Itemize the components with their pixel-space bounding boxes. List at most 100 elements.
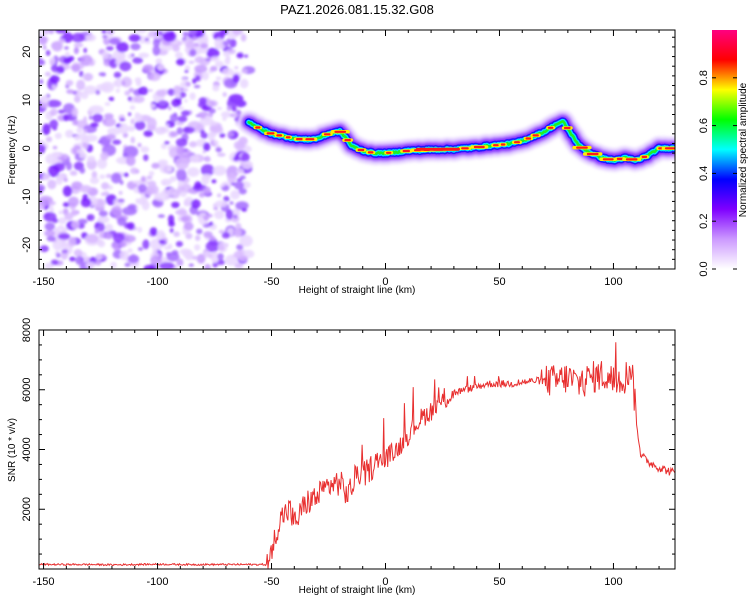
noise-blob (144, 186, 156, 196)
noise-blob (132, 180, 140, 184)
noise-blob (130, 53, 135, 58)
noise-blob (184, 99, 188, 103)
noise-blob (204, 174, 212, 179)
noise-blob (220, 111, 232, 118)
noise-blob (159, 164, 172, 174)
noise-blob (47, 179, 57, 190)
noise-blob (172, 45, 180, 52)
noise-blob (176, 127, 183, 135)
noise-blob (159, 262, 175, 269)
noise-blob (232, 74, 240, 83)
noise-blob (195, 235, 201, 241)
noise-blob (83, 85, 97, 95)
noise-blob (89, 177, 100, 184)
noise-blob (95, 253, 103, 261)
noise-blob (48, 164, 60, 178)
noise-blob (148, 72, 161, 82)
noise-blob (182, 126, 195, 134)
noise-blob (49, 57, 56, 66)
noise-blob (127, 125, 136, 132)
noise-blob (212, 261, 218, 268)
noise-blob (57, 225, 65, 230)
noise-blob (231, 112, 238, 118)
noise-blob (44, 71, 51, 77)
noise-blob (58, 210, 63, 215)
noise-blob (217, 152, 226, 157)
noise-blob (75, 256, 84, 265)
noise-blob (117, 217, 127, 226)
noise-blob (130, 136, 136, 144)
noise-blob (108, 96, 115, 102)
noise-blob (175, 51, 183, 59)
noise-blob (240, 161, 244, 167)
noise-blob (80, 197, 92, 208)
noise-blob (42, 45, 47, 50)
noise-blob (127, 248, 133, 253)
x-tick-label: 0 (382, 576, 388, 588)
noise-blob (140, 176, 146, 183)
noise-blob (183, 222, 194, 231)
noise-blob (155, 58, 163, 65)
noise-blob (194, 64, 208, 73)
noise-blob (135, 30, 147, 34)
noise-blob (49, 75, 60, 84)
noise-blob (39, 57, 44, 66)
noise-blob (67, 236, 77, 247)
noise-blob (39, 184, 46, 192)
colorbar-tick-label: 0.4 (698, 166, 710, 181)
noise-blob (90, 122, 99, 128)
noise-blob (203, 142, 211, 152)
noise-blob (202, 150, 206, 154)
colorbar-label: Normalized spectral amplitude (738, 82, 749, 217)
noise-blob (105, 173, 112, 179)
noise-blob (189, 92, 196, 100)
y-tick-label: 20 (21, 46, 33, 58)
noise-blob (40, 95, 50, 104)
noise-blob (106, 30, 113, 35)
noise-blob (143, 154, 149, 162)
noise-blob (138, 52, 150, 58)
noise-blob (43, 211, 57, 222)
noise-blob (155, 89, 167, 97)
noise-blob (209, 125, 223, 133)
noise-blob (58, 217, 67, 225)
noise-blob (157, 63, 165, 71)
noise-blob (224, 57, 231, 65)
noise-blob (102, 34, 108, 39)
noise-blob (43, 30, 49, 35)
noise-blob (69, 170, 78, 176)
noise-blob (214, 37, 224, 48)
noise-blob (83, 116, 87, 123)
noise-blob (205, 157, 211, 162)
noise-blob (110, 261, 117, 269)
noise-blob (113, 80, 119, 87)
noise-blob (146, 175, 153, 180)
noise-blob (117, 198, 125, 203)
noise-blob (167, 214, 175, 224)
noise-blob (55, 30, 67, 34)
x-tick-label: -100 (147, 576, 169, 588)
noise-blob (151, 200, 161, 206)
y-tick-label: 0 (21, 145, 33, 151)
noise-blob (60, 251, 69, 260)
noise-blob (51, 41, 63, 52)
noise-blob (130, 43, 141, 51)
x-tick-label: 50 (493, 276, 505, 288)
noise-blob (238, 255, 248, 262)
noise-blob (91, 171, 98, 179)
colorbar-ticks: 0.0 0.2 0.4 0.6 0.8 (698, 70, 737, 277)
noise-blob (162, 31, 177, 42)
noise-blob (185, 232, 193, 240)
noise-blob (118, 190, 123, 195)
noise-blob (86, 214, 95, 221)
noise-blob (53, 152, 63, 158)
noise-blob (56, 252, 61, 258)
noise-blob (212, 140, 219, 145)
x-tick-label: -150 (33, 276, 55, 288)
noise-blob (71, 181, 83, 190)
noise-blob (71, 63, 81, 73)
snr-y-ticks: 2000 4000 6000 8000 (21, 318, 675, 570)
noise-blob (193, 84, 201, 89)
noise-blob (44, 222, 55, 231)
noise-blob (119, 180, 124, 185)
